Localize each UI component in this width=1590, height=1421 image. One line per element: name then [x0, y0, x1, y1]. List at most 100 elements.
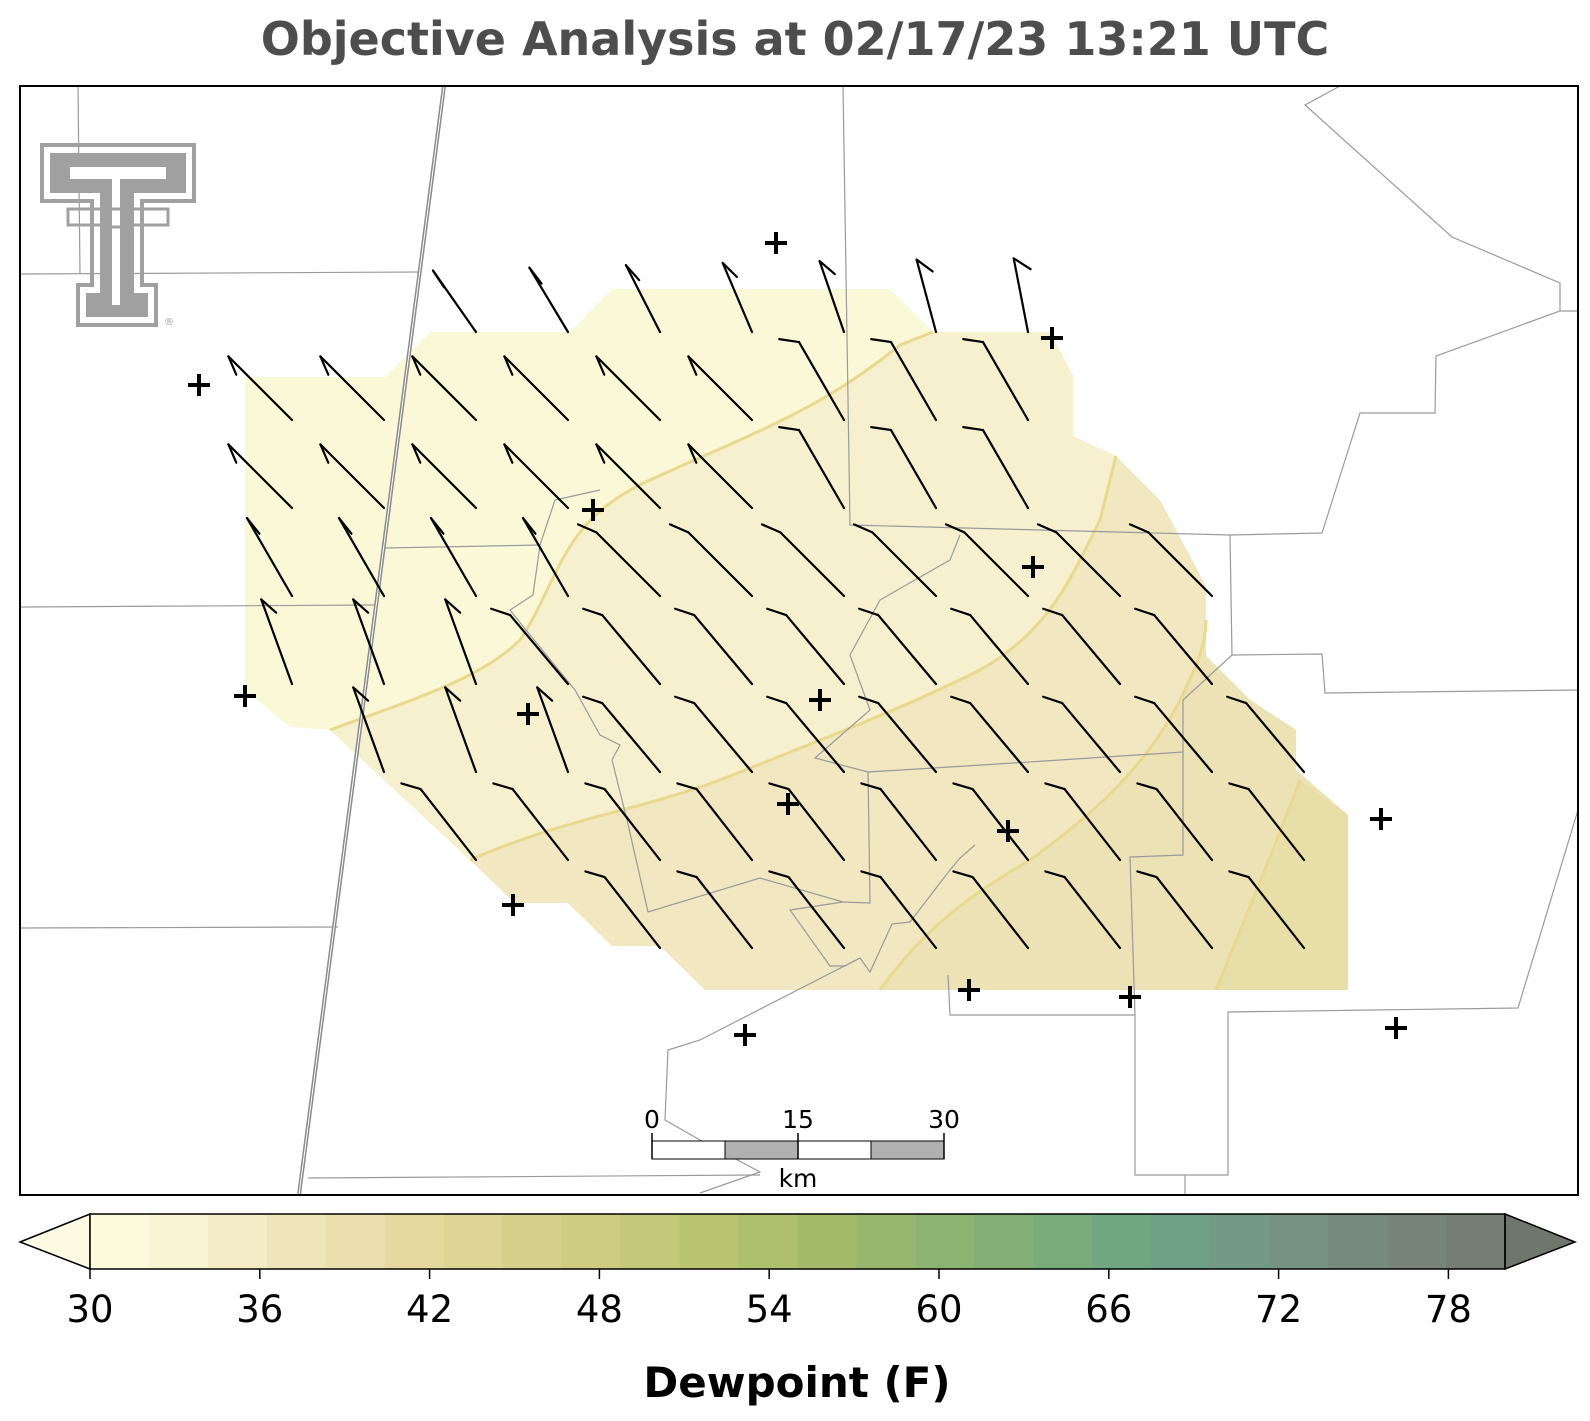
colorbar-segment: [502, 1214, 563, 1269]
registered-mark: ®: [164, 317, 174, 328]
dewpoint-band-39: [1216, 780, 1348, 990]
wind-barb: [492, 782, 570, 862]
wind-barb: [860, 782, 938, 862]
wind-barb: [952, 870, 1030, 950]
wind-barb: [584, 870, 662, 950]
wind-barb: [576, 523, 662, 598]
wind-barb: [624, 264, 662, 334]
wind-barb: [778, 338, 846, 422]
wind-barb: [858, 607, 938, 686]
wind-barb: [818, 259, 846, 334]
wind-barb: [778, 426, 846, 510]
station-marker: [1370, 808, 1392, 830]
wind-barb: [245, 516, 294, 598]
colorbar-segment: [915, 1214, 975, 1269]
colorbar-ticks: 30 36 42 48 54 60 66 72 78: [66, 1269, 1472, 1331]
wind-barb: [319, 355, 386, 422]
wind-barb: [952, 782, 1030, 862]
colorbar-segment: [738, 1214, 799, 1269]
wind-barb: [687, 355, 754, 422]
wind-barb: [766, 607, 846, 686]
wind-barb: [1042, 695, 1122, 774]
colorbar-tick-label: 78: [1425, 1288, 1472, 1331]
colorbar-segment: [679, 1214, 740, 1269]
colorbar-segment: [561, 1214, 622, 1269]
wind-barb: [352, 686, 386, 774]
colorbar-tick-label: 60: [915, 1288, 962, 1331]
wind-barb: [521, 516, 570, 598]
colorbar-extend-low: [17, 1212, 91, 1271]
wind-barb: [595, 355, 662, 422]
station-marker: [809, 689, 831, 711]
wind-barb: [431, 269, 478, 334]
colorbar-segment: [443, 1214, 504, 1269]
wind-barb: [319, 443, 386, 510]
station-marker: [188, 374, 210, 396]
colorbar-segment: [1269, 1214, 1329, 1269]
station-marker: [777, 793, 799, 815]
colorbar-segment: [148, 1214, 209, 1269]
scale-unit: km: [779, 1164, 818, 1193]
wind-barb: [944, 523, 1030, 598]
wind-barb: [768, 870, 846, 950]
wind-barb: [1136, 782, 1214, 862]
wind-barb: [950, 695, 1030, 774]
scale-bar: 0 15 30 km: [644, 1105, 960, 1193]
map-panel: ® 0 15 30 km: [19, 85, 1579, 1196]
colorbar-segment: [974, 1214, 1034, 1269]
wind-barb: [852, 523, 938, 598]
wind-barb: [870, 338, 938, 422]
colorbar-segment: [856, 1214, 917, 1269]
station-marker: [517, 703, 539, 725]
wind-barb: [721, 261, 754, 334]
colorbar-label: Dewpoint (F): [643, 1358, 950, 1407]
colorbar-segment: [266, 1214, 327, 1269]
colorbar-extend-high: [1504, 1212, 1578, 1271]
colorbar-segment: [325, 1214, 386, 1269]
wind-barb: [400, 782, 478, 862]
wind-barb: [915, 258, 938, 334]
colorbar-segment: [620, 1214, 681, 1269]
wind-barb: [260, 598, 294, 686]
colorbar-segment: [90, 1214, 150, 1269]
wind-barb: [1044, 782, 1122, 862]
wind-barb: [962, 426, 1030, 510]
map-title: Objective Analysis at 02/17/23 13:21 UTC: [260, 12, 1330, 66]
colorbar-segment: [1092, 1214, 1152, 1269]
wind-barb: [528, 266, 570, 334]
station-marker: [958, 979, 980, 1001]
wind-barb: [1044, 870, 1122, 950]
wind-barb: [1134, 607, 1214, 686]
colorbar-tick-label: 48: [576, 1288, 623, 1331]
wind-barb: [429, 516, 478, 598]
wind-barb: [1228, 870, 1306, 950]
wind-barb: [411, 355, 478, 422]
scale-label-15: 15: [782, 1105, 814, 1134]
colorbar-frame: [89, 1213, 1506, 1270]
wind-barb: [582, 607, 662, 686]
wind-barb: [950, 607, 1030, 686]
wind-barb: [337, 516, 386, 598]
map-frame: [19, 85, 1579, 1196]
wind-barb: [1036, 523, 1122, 598]
colorbar-segment: [1151, 1214, 1211, 1269]
wind-barb: [1128, 523, 1214, 598]
wind-barb: [674, 607, 754, 686]
wind-barb: [860, 870, 938, 950]
wind-barb: [676, 870, 754, 950]
wind-barb: [227, 443, 294, 510]
colorbar-segment: [207, 1214, 268, 1269]
wind-barb: [962, 338, 1030, 422]
wind-barb: [536, 686, 570, 774]
wind-barb: [1226, 695, 1306, 774]
station-marker: [234, 685, 256, 707]
station-marker: [997, 820, 1019, 842]
dewpoint-band-38: [880, 620, 1348, 990]
wind-barb: [1228, 782, 1306, 862]
wind-barb: [687, 443, 754, 510]
wind-barb: [227, 355, 294, 422]
colorbar: 30 36 42 48 54 60 66 72 78 Dewpoint (F): [17, 1212, 1578, 1407]
wind-barb: [668, 523, 754, 598]
colorbar-tick-label: 42: [406, 1288, 453, 1331]
colorbar-segment: [1446, 1214, 1506, 1269]
